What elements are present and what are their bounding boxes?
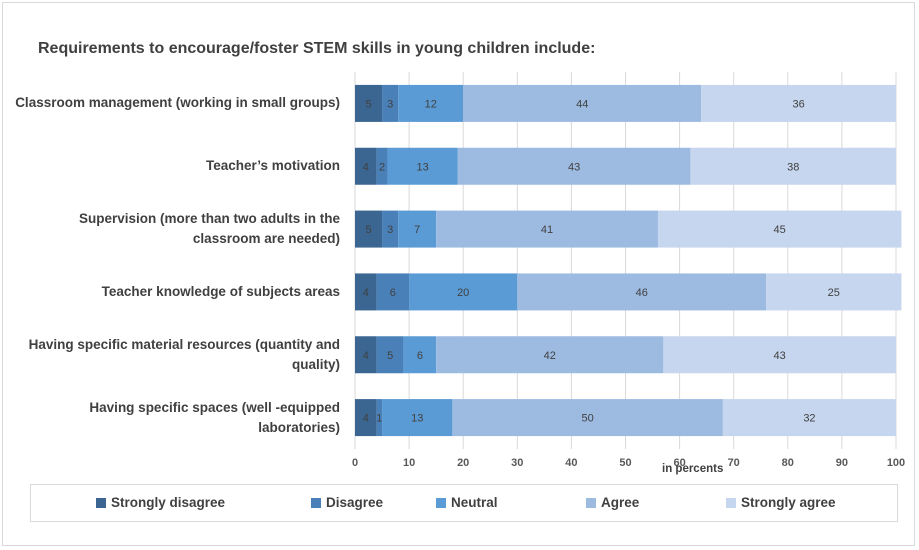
bar-segment xyxy=(722,399,896,437)
bar-segment xyxy=(663,336,896,374)
legend: Strongly disagree Disagree Neutral Agree Str… xyxy=(30,484,898,522)
bar-segment xyxy=(690,147,896,185)
legend-label: Strongly disagree xyxy=(111,495,226,510)
category-label: Having specific spaces (well -equipped l… xyxy=(89,399,340,435)
data-label: 42 xyxy=(544,350,556,362)
bar-segment xyxy=(452,399,723,437)
data-label: 5 xyxy=(365,224,371,236)
data-label: 6 xyxy=(390,287,396,299)
legend-swatch xyxy=(586,497,596,508)
bar-segment xyxy=(355,147,377,185)
bar-segment xyxy=(436,336,664,374)
bar-segment xyxy=(355,336,377,374)
bar-segment xyxy=(517,273,767,311)
category-label: Having specific material resources (quan… xyxy=(28,336,340,372)
category-label: Teacher’s motivation xyxy=(205,158,340,174)
data-label: 25 xyxy=(828,287,840,299)
x-axis-label: in percents xyxy=(662,463,724,475)
data-label: 41 xyxy=(541,224,553,236)
data-label: 2 xyxy=(379,161,385,173)
bar-segment xyxy=(403,336,437,374)
data-label: 4 xyxy=(363,161,369,173)
category-label: Classroom management (working in small g… xyxy=(15,95,340,111)
data-label: 50 xyxy=(582,413,594,425)
bar-segment xyxy=(409,273,518,311)
legend-swatch xyxy=(96,497,106,508)
x-tick-label: 60 xyxy=(673,457,685,469)
legend-label: Agree xyxy=(601,495,640,510)
x-tick-label: 50 xyxy=(619,457,631,469)
bar-segment xyxy=(382,399,453,437)
data-label: 46 xyxy=(636,287,648,299)
x-tick-label: 0 xyxy=(352,457,358,469)
data-label: 6 xyxy=(417,350,423,362)
legend-item: Agree xyxy=(586,495,639,510)
data-label: 13 xyxy=(411,413,423,425)
bar-segment xyxy=(657,210,902,248)
bar-segment xyxy=(701,84,896,122)
bar-segment xyxy=(766,273,902,311)
data-label: 1 xyxy=(376,413,382,425)
data-label: 32 xyxy=(803,413,815,425)
bar-segment xyxy=(376,336,404,374)
data-label: 3 xyxy=(387,98,393,110)
bar-segment xyxy=(382,210,399,248)
chart-title: Requirements to encourage/foster STEM sk… xyxy=(38,40,596,57)
data-label: 12 xyxy=(425,98,437,110)
bar-segment xyxy=(376,399,383,437)
category-label: Supervision (more than two adults in the… xyxy=(78,211,340,247)
legend-label: Neutral xyxy=(451,495,498,510)
legend-label: Strongly agree xyxy=(741,495,836,510)
data-label: 4 xyxy=(363,287,369,299)
data-label: 43 xyxy=(568,161,580,173)
x-tick-label: 80 xyxy=(782,457,794,469)
data-label: 5 xyxy=(365,98,371,110)
legend-item: Disagree xyxy=(311,495,383,510)
data-label: 4 xyxy=(363,350,369,362)
x-tick-label: 100 xyxy=(887,457,905,469)
x-tick-label: 90 xyxy=(836,457,848,469)
data-label: 4 xyxy=(363,413,369,425)
legend-item: Strongly disagree xyxy=(96,495,225,510)
bar-segment xyxy=(355,210,383,248)
legend-swatch xyxy=(726,497,736,508)
bar-segment xyxy=(398,210,437,248)
category-label: Teacher knowledge of subjects areas xyxy=(101,283,340,299)
bar-segment xyxy=(376,273,410,311)
bar-segment xyxy=(463,84,702,122)
x-tick-label: 40 xyxy=(565,457,577,469)
bar-segment xyxy=(355,84,383,122)
legend-label: Disagree xyxy=(326,495,384,510)
x-tick-label: 30 xyxy=(511,457,523,469)
data-label: 20 xyxy=(457,287,469,299)
bar-segment xyxy=(398,84,464,122)
data-label: 44 xyxy=(576,98,588,110)
data-label: 3 xyxy=(387,224,393,236)
bar-segment xyxy=(355,399,377,437)
bar-segment xyxy=(382,84,399,122)
data-label: 45 xyxy=(774,224,786,236)
bar-segment xyxy=(457,147,691,185)
x-tick-label: 20 xyxy=(457,457,469,469)
legend-item: Strongly agree xyxy=(726,495,836,510)
data-label: 7 xyxy=(414,224,420,236)
legend-item: Neutral xyxy=(436,495,498,510)
data-label: 43 xyxy=(774,350,786,362)
data-label: 13 xyxy=(417,161,429,173)
bar-segment xyxy=(376,147,388,185)
bar-segment xyxy=(436,210,658,248)
x-tick-label: 70 xyxy=(728,457,740,469)
legend-swatch xyxy=(436,497,446,508)
data-label: 38 xyxy=(787,161,799,173)
data-label: 5 xyxy=(387,350,393,362)
bar-segment xyxy=(387,147,458,185)
bar-segment xyxy=(355,273,377,311)
data-label: 36 xyxy=(792,98,804,110)
x-tick-label: 10 xyxy=(403,457,415,469)
legend-swatch xyxy=(311,497,321,508)
